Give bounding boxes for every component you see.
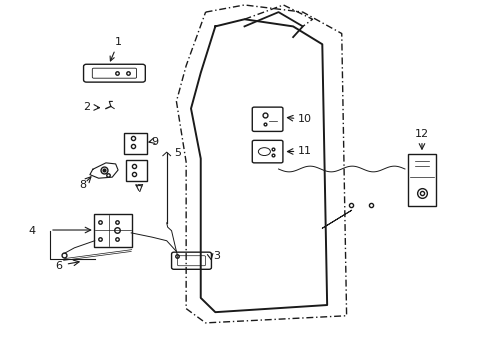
Text: 2: 2 <box>83 103 90 112</box>
Text: 6: 6 <box>55 261 62 271</box>
Text: 10: 10 <box>297 113 311 123</box>
Text: 11: 11 <box>297 147 311 157</box>
Text: 8: 8 <box>80 180 86 190</box>
Text: 1: 1 <box>110 37 122 61</box>
Text: 5: 5 <box>174 148 181 158</box>
Text: 12: 12 <box>414 129 428 139</box>
Text: 4: 4 <box>28 226 35 236</box>
Text: 3: 3 <box>212 251 220 261</box>
Text: 7: 7 <box>136 184 143 194</box>
Text: 9: 9 <box>151 137 158 147</box>
